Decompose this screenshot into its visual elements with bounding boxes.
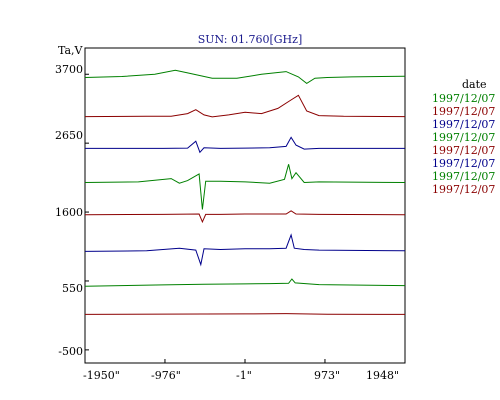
y-tick-label: 3700 bbox=[55, 63, 83, 76]
y-tick-label: 1600 bbox=[55, 206, 83, 219]
series-line bbox=[84, 69, 406, 85]
chart-title: SUN: 01.760[GHz] bbox=[197, 33, 303, 46]
legend-entry: 1997/12/07 bbox=[432, 157, 496, 170]
x-tick-label: 973" bbox=[314, 369, 341, 382]
y-axis-label: Ta,V bbox=[58, 44, 83, 57]
series-line bbox=[84, 313, 406, 315]
x-tick-label: -1" bbox=[236, 369, 252, 382]
legend-title: date bbox=[462, 78, 487, 91]
plot-frame bbox=[84, 47, 406, 364]
x-tick-label: 1948" bbox=[366, 369, 400, 382]
series-line bbox=[84, 210, 406, 224]
y-tick-label: 550 bbox=[62, 282, 83, 295]
series-line bbox=[84, 278, 406, 287]
x-tick-label: -1950" bbox=[83, 369, 120, 382]
y-tick-label: 2650 bbox=[55, 129, 83, 142]
series-line bbox=[84, 94, 406, 118]
legend-entry: 1997/12/07 bbox=[432, 144, 496, 157]
legend-entry: 1997/12/07 bbox=[432, 183, 496, 196]
legend-entry: 1997/12/07 bbox=[432, 92, 496, 105]
legend-entry: 1997/12/07 bbox=[432, 170, 496, 183]
legend-entry: 1997/12/07 bbox=[432, 105, 496, 118]
legend-entry: 1997/12/07 bbox=[432, 131, 496, 144]
legend-entry: 1997/12/07 bbox=[432, 118, 496, 131]
y-tick-label: -500 bbox=[58, 345, 83, 358]
x-tick-label: -976" bbox=[151, 369, 181, 382]
series-line bbox=[84, 233, 406, 267]
series-line bbox=[84, 164, 406, 210]
series-line bbox=[85, 136, 405, 154]
